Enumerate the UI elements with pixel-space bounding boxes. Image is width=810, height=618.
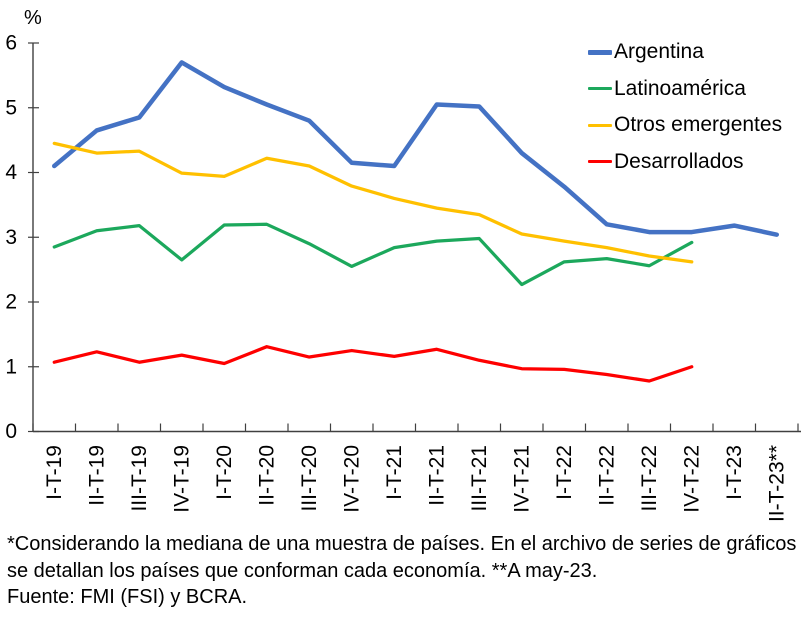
footnote: *Considerando la mediana de una muestra … xyxy=(7,531,799,611)
legend-swatch xyxy=(588,50,612,55)
x-category-label: I-T-21 xyxy=(383,445,406,500)
y-axis-unit-label: % xyxy=(24,7,42,29)
legend-label: Latinoamérica xyxy=(614,76,746,100)
legend: Argentina Latinoamérica Otros emergentes De… xyxy=(588,38,782,176)
x-category-label: IV-T-20 xyxy=(340,445,363,513)
y-tick-label: 4 xyxy=(5,161,17,184)
legend-swatch xyxy=(588,123,612,127)
legend-swatch xyxy=(588,87,612,91)
x-category-label: II-T-22 xyxy=(595,445,618,506)
y-tick-label: 0 xyxy=(5,420,17,443)
x-category-label: I-T-19 xyxy=(43,445,66,500)
x-category-label: I-T-22 xyxy=(553,445,576,500)
x-category-label: III-T-19 xyxy=(128,445,151,512)
legend-swatch xyxy=(588,160,612,164)
x-category-label: IV-T-22 xyxy=(680,445,703,513)
footnote-note: *Considerando la mediana de una muestra … xyxy=(7,533,797,582)
y-tick-label: 2 xyxy=(5,291,17,314)
legend-label: Otros emergentes xyxy=(614,113,783,137)
x-category-label: III-T-22 xyxy=(638,445,661,512)
line-argentina xyxy=(52,60,779,237)
x-category-label: IV-T-19 xyxy=(170,445,193,513)
legend-item-desarrollados: Desarrollados xyxy=(588,148,782,177)
chart-canvas: 0 1 2 3 4 5 6 I-T-19 II-T-19 III-T-19 IV-T-19 I-T-2… xyxy=(5,7,801,522)
x-category-label: I-T-23 xyxy=(723,445,746,500)
y-tick-label: 6 xyxy=(5,32,17,55)
x-category-label: III-T-20 xyxy=(298,445,321,512)
x-category-label: IV-T-21 xyxy=(510,445,533,513)
line-chart: 0 1 2 3 4 5 6 I-T-19 II-T-19 III-T-19 IV-T-19 I-T-2… xyxy=(5,7,801,522)
x-category-label: II-T-23** xyxy=(765,445,788,522)
legend-item-latinoamérica: Latinoamérica xyxy=(588,75,782,104)
x-category-label: II-T-19 xyxy=(85,445,108,506)
x-category-label: II-T-21 xyxy=(425,445,448,506)
x-category-label: III-T-21 xyxy=(468,445,491,512)
legend-label: Argentina xyxy=(614,40,704,64)
x-category-label: II-T-20 xyxy=(255,445,278,506)
line-latinoamérica xyxy=(52,222,694,287)
y-tick-label: 5 xyxy=(5,96,17,119)
line-otros-emergentes xyxy=(52,141,694,264)
legend-item-argentina: Argentina xyxy=(588,38,782,67)
y-tick-label: 1 xyxy=(5,355,17,378)
footnote-source: Fuente: FMI (FSI) y BCRA. xyxy=(7,586,248,608)
x-category-label: I-T-20 xyxy=(213,445,236,500)
legend-label: Desarrollados xyxy=(614,149,744,173)
y-tick-label: 3 xyxy=(5,226,17,249)
line-desarrollados xyxy=(52,345,694,383)
legend-item-otros-emergentes: Otros emergentes xyxy=(588,111,782,140)
